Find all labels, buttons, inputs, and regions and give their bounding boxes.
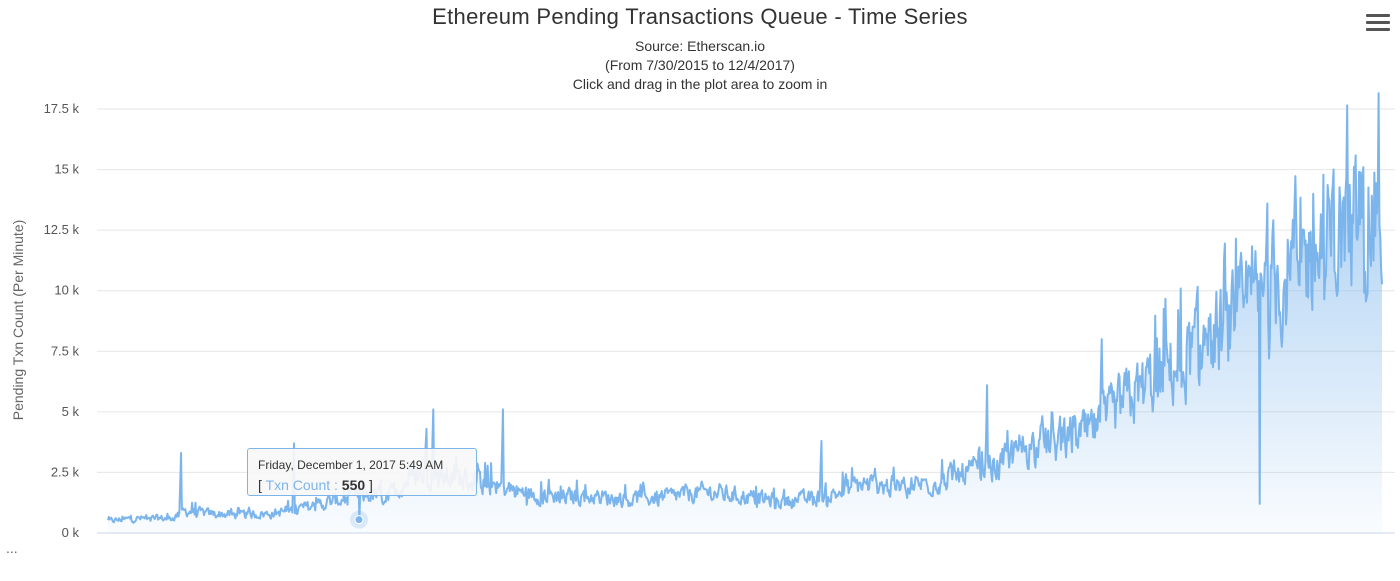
chart-title: Ethereum Pending Transactions Queue - Ti…: [432, 4, 968, 29]
chart-subtitle-range: (From 7/30/2015 to 12/4/2017): [605, 57, 795, 73]
chart-subtitle-source: Source: Etherscan.io: [635, 38, 765, 54]
series-area-fill: [108, 93, 1382, 533]
hover-marker-point[interactable]: [354, 515, 364, 525]
y-tick-label: 7.5 k: [51, 343, 80, 358]
tooltip-open-bracket: [: [258, 477, 262, 493]
y-tick-label: 15 k: [54, 162, 79, 177]
y-tick-label: 12.5 k: [44, 222, 80, 237]
tooltip-date: Friday, December 1, 2017 5:49 AM: [258, 458, 444, 472]
y-tick-label: 5 k: [62, 404, 80, 419]
tooltip-close-bracket: ]: [369, 477, 373, 493]
y-axis-title: Pending Txn Count (Per Minute): [10, 220, 26, 421]
y-tick-label: 0 k: [62, 525, 80, 540]
footer-ellipsis: ...: [6, 540, 18, 556]
y-tick-label: 10 k: [54, 283, 79, 298]
tooltip-value: 550: [341, 477, 366, 493]
tooltip-series-label: Txn Count :: [265, 477, 338, 493]
y-tick-label: 2.5 k: [51, 464, 80, 479]
chart-subtitle-hint: Click and drag in the plot area to zoom …: [572, 76, 828, 92]
series-line-txn-count[interactable]: [107, 92, 1383, 524]
hamburger-menu-icon[interactable]: [1366, 14, 1390, 34]
y-tick-label: 17.5 k: [44, 101, 80, 116]
chart-tooltip: Friday, December 1, 2017 5:49 AM [ Txn C…: [247, 448, 477, 496]
